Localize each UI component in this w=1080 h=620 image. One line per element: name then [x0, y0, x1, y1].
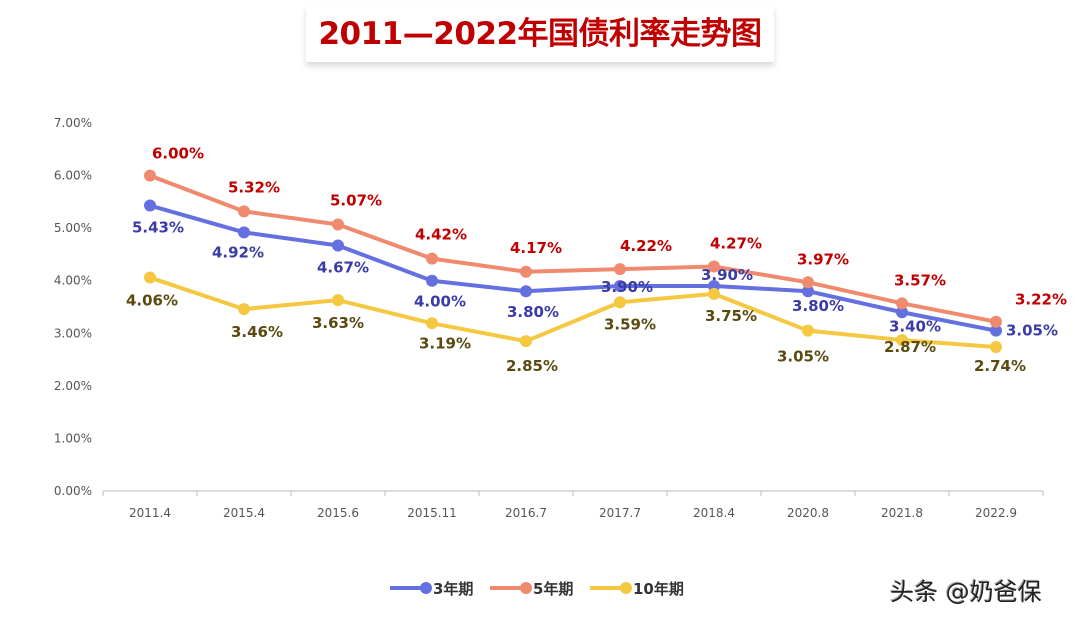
series-line-10年期 [149, 275, 997, 349]
data-label: 2.85% [506, 357, 558, 375]
y-tick-label: 6.00% [54, 169, 92, 183]
data-label: 4.17% [510, 239, 562, 257]
data-label: 3.80% [792, 297, 844, 315]
data-label: 3.63% [312, 314, 364, 332]
data-label: 3.75% [705, 307, 757, 325]
data-label: 5.43% [132, 219, 184, 237]
data-label: 3.19% [419, 334, 471, 352]
data-label: 3.46% [231, 323, 283, 341]
data-label: 3.80% [507, 303, 559, 321]
data-label: 4.42% [415, 226, 467, 244]
data-label: 2.74% [974, 357, 1026, 375]
data-label: 5.07% [330, 191, 382, 209]
data-label: 4.00% [414, 293, 466, 311]
data-label: 3.59% [604, 315, 656, 333]
data-label: 4.22% [620, 237, 672, 255]
data-point [896, 334, 908, 347]
data-point [614, 279, 626, 292]
data-point [426, 252, 438, 265]
data-point [990, 324, 1002, 337]
data-point [426, 317, 438, 330]
legend-marker [520, 582, 532, 594]
chart-title: 2011—2022年国债利率走势图 [306, 6, 774, 62]
data-point [332, 218, 344, 231]
data-label: 3.90% [601, 278, 653, 296]
watermark: 头条 @奶爸保 [890, 578, 1042, 606]
x-tick-label: 2015.11 [407, 506, 457, 520]
data-point [802, 324, 814, 337]
data-point [708, 260, 720, 273]
data-label: 3.97% [797, 250, 849, 268]
data-label: 3.57% [894, 271, 946, 289]
x-tick-label: 2020.8 [787, 506, 829, 520]
data-point [614, 296, 626, 309]
data-label: 4.92% [212, 243, 264, 261]
data-point [426, 274, 438, 287]
data-point [144, 199, 156, 212]
data-point [520, 335, 532, 348]
data-label: 3.22% [1015, 291, 1067, 309]
data-point [238, 303, 250, 316]
data-point [144, 271, 156, 284]
data-point [896, 306, 908, 319]
data-point [520, 285, 532, 298]
x-tick-label: 2018.4 [693, 506, 735, 520]
data-label: 6.00% [152, 145, 204, 163]
y-tick-label: 4.00% [54, 274, 92, 288]
data-point [332, 239, 344, 252]
data-point [238, 226, 250, 239]
x-tick-label: 2011.4 [129, 506, 171, 520]
data-label: 4.06% [126, 292, 178, 310]
data-point [614, 263, 626, 276]
x-tick-label: 2015.4 [223, 506, 265, 520]
x-tick-label: 2022.9 [975, 506, 1017, 520]
data-point [332, 294, 344, 307]
legend-label: 10年期 [633, 580, 684, 598]
x-tick-label: 2015.6 [317, 506, 359, 520]
data-label: 4.27% [710, 235, 762, 253]
data-point [238, 205, 250, 218]
x-tick-label: 2021.8 [881, 506, 923, 520]
series-line-5年期 [149, 173, 997, 324]
data-point [708, 287, 720, 300]
y-tick-label: 5.00% [54, 221, 92, 235]
y-tick-label: 7.00% [54, 116, 92, 130]
legend-marker [420, 582, 432, 594]
data-label: 4.67% [317, 258, 369, 276]
data-label: 3.90% [701, 266, 753, 284]
data-label: 3.40% [889, 317, 941, 335]
data-point [990, 315, 1002, 328]
y-tick-label: 0.00% [54, 484, 92, 498]
data-point [896, 297, 908, 310]
data-point [802, 285, 814, 298]
data-label: 5.32% [228, 178, 280, 196]
x-tick-label: 2017.7 [599, 506, 641, 520]
data-point [520, 265, 532, 278]
series-line-3年期 [149, 203, 997, 333]
y-tick-label: 3.00% [54, 326, 92, 340]
y-tick-label: 2.00% [54, 379, 92, 393]
data-label: 2.87% [884, 338, 936, 356]
data-point [802, 276, 814, 289]
data-point [144, 169, 156, 182]
legend-label: 3年期 [433, 580, 473, 598]
legend-marker [620, 582, 632, 594]
data-label: 3.05% [1006, 322, 1058, 340]
data-label: 3.05% [777, 348, 829, 366]
x-tick-label: 2016.7 [505, 506, 547, 520]
data-point [990, 340, 1002, 353]
legend-label: 5年期 [533, 580, 573, 598]
y-tick-label: 1.00% [54, 431, 92, 445]
